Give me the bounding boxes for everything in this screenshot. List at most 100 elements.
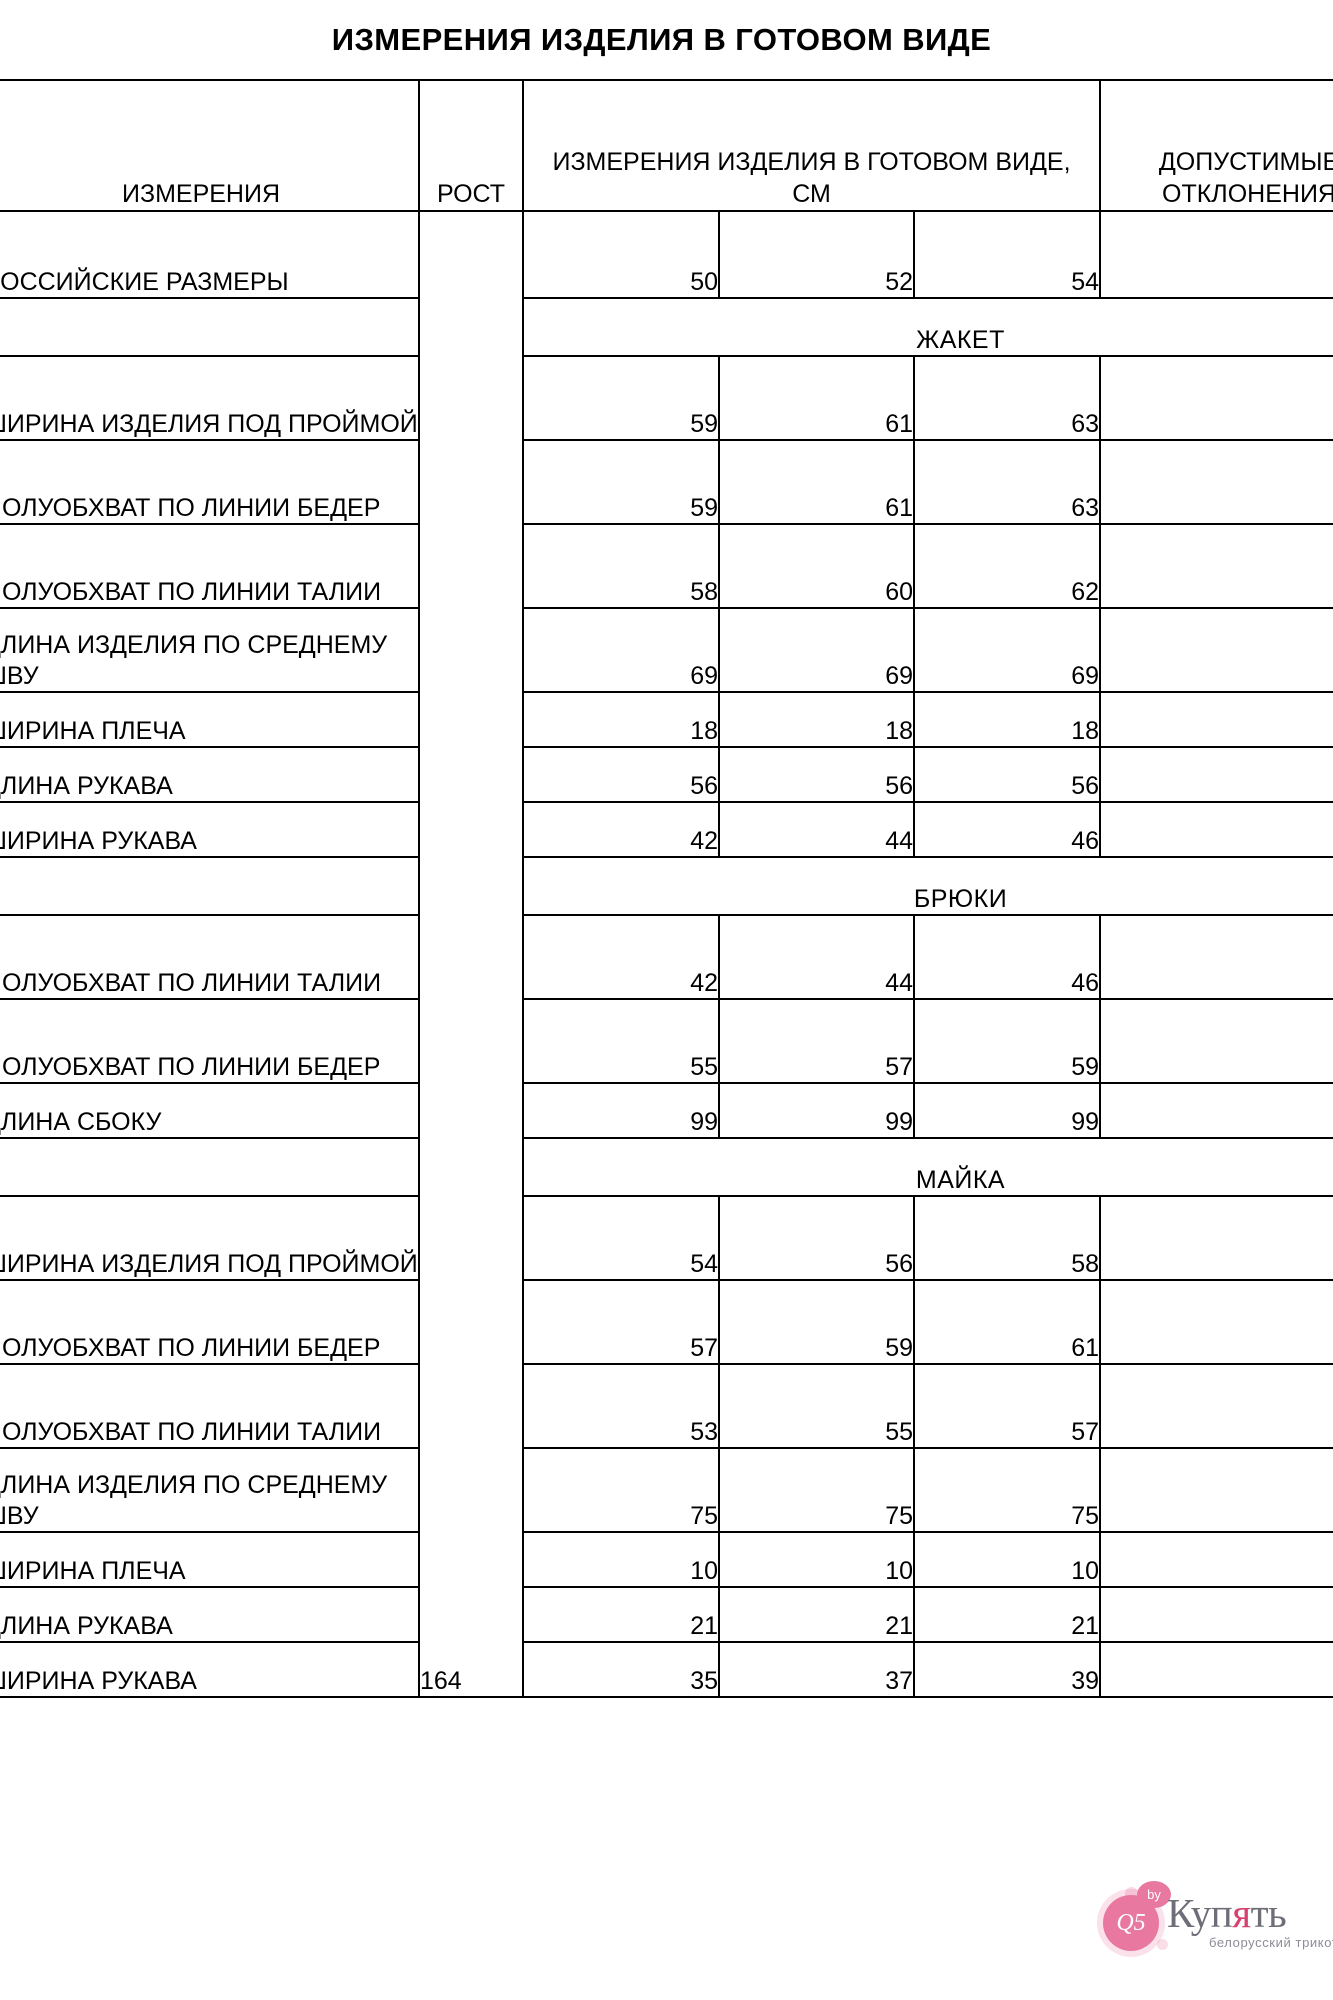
- table-row: ПОЛУОБХВАТ ПО ЛИНИИ БЕДЕР 5557590,5: [0, 998, 1333, 1084]
- table-row: ШИРИНА ИЗДЕЛИЯ ПОД ПРОЙМОЙ 5961630,5: [0, 355, 1333, 441]
- cell-deviation: 0,5: [1099, 523, 1333, 609]
- watermark-brand: Купять: [1167, 1889, 1287, 1937]
- cell-value-3: 62: [912, 523, 1102, 609]
- section-banner-row: БРЮКИ: [0, 856, 1333, 916]
- cell-value-3: 75: [912, 1447, 1102, 1533]
- cell-value-2: 75: [718, 1447, 915, 1533]
- cell-value-2: 18: [718, 691, 915, 748]
- table-row: ПОЛУОБХВАТ ПО ЛИНИИ ТАЛИИ 5860620,5: [0, 523, 1333, 609]
- table-row: ДЛИНА ИЗДЕЛИЯ ПО СРЕДНЕМУ ШВУ696969: [0, 607, 1333, 693]
- table-row: ШИРИНА ПЛЕЧА1818180,5: [0, 691, 1333, 748]
- row-label: ШИРИНА ИЗДЕЛИЯ ПОД ПРОЙМОЙ: [0, 355, 420, 441]
- header-measurements: ИЗМЕРЕНИЯ: [0, 79, 420, 212]
- table-row: ШИРИНА ПЛЕЧА1010100,5: [0, 1531, 1333, 1588]
- cell-value-1: 53: [522, 1363, 720, 1449]
- cell-deviation: 0,5: [1099, 1641, 1333, 1698]
- cell-value-1: 75: [522, 1447, 720, 1533]
- cell-value-3: 46: [912, 801, 1102, 858]
- cell-value-3: 39: [912, 1641, 1102, 1698]
- cell-value-1: 42: [522, 801, 720, 858]
- cell-value-3: 61: [912, 1279, 1102, 1365]
- table-row: ДЛИНА ИЗДЕЛИЯ ПО СРЕДНЕМУ ШВУ757575: [0, 1447, 1333, 1533]
- cell-deviation: 0,5: [1099, 801, 1333, 858]
- watermark-q5-mark: Q5: [1116, 1909, 1146, 1936]
- table-row: ДЛИНА СБОКУ 99 99 99: [0, 1082, 1333, 1139]
- cell-value-2: 44: [718, 914, 915, 1000]
- cell-deviation: 0,5: [1099, 1531, 1333, 1588]
- cell-value-2: 55: [718, 1363, 915, 1449]
- row-label: ДЛИНА ИЗДЕЛИЯ ПО СРЕДНЕМУ ШВУ: [0, 607, 420, 693]
- row-label: ШИРИНА ПЛЕЧА: [0, 691, 420, 748]
- row-label: ШИРИНА РУКАВА: [0, 801, 420, 858]
- cell-value-1: 55: [522, 998, 720, 1084]
- cell-value-1: 21: [522, 1586, 720, 1643]
- row-label: ПОЛУОБХВАТ ПО ЛИНИИ ТАЛИИ: [0, 523, 420, 609]
- header-finished-measurements: ИЗМЕРЕНИЯ ИЗДЕЛИЯ В ГОТОВОМ ВИДЕ, СМ: [521, 79, 1102, 212]
- cell-value-1: 18: [522, 691, 720, 748]
- row-label: ДЛИНА РУКАВА: [0, 746, 420, 803]
- cell-value-3: 10: [912, 1531, 1102, 1588]
- cell-value-2: 10: [718, 1531, 915, 1588]
- cell-value-3: 46: [912, 914, 1102, 1000]
- watermark-brand-accent: я: [1232, 1890, 1251, 1936]
- cell-deviation: 0,5: [1099, 998, 1333, 1084]
- cell-deviation: [1099, 1586, 1333, 1643]
- cell-deviation: [1099, 746, 1333, 803]
- cell-value-3: 63: [912, 355, 1102, 441]
- cell-value-1: 42: [522, 914, 720, 1000]
- cell-value-1: 56: [522, 746, 720, 803]
- cell-deviation: 0,5: [1099, 1195, 1333, 1281]
- cell-value-1: 57: [522, 1279, 720, 1365]
- cell-value-2: 57: [718, 998, 915, 1084]
- table-row: ПОЛУОБХВАТ ПО ЛИНИИ БЕДЕР 5759610,5: [0, 1279, 1333, 1365]
- cell-value-1: 69: [522, 607, 720, 693]
- table-row: ДЛИНА РУКАВА 56 56 56: [0, 746, 1333, 803]
- table-row: ПОЛУОБХВАТ ПО ЛИНИИ БЕДЕР 5961630,5: [0, 439, 1333, 525]
- header-allowed-deviation: ДОПУСТИМЫЕ ОТКЛОНЕНИЯ: [1099, 79, 1333, 212]
- table-row: ДЛИНА РУКАВА 21 21 21: [0, 1586, 1333, 1643]
- row-label: ШИРИНА РУКАВА: [0, 1641, 420, 1698]
- cell-deviation: [1099, 1447, 1333, 1533]
- cell-value-1: 59: [522, 439, 720, 525]
- cell-height-value: 164: [418, 210, 524, 1698]
- cell-size-2: 52: [718, 210, 915, 299]
- table-header-row: ИЗМЕРЕНИЯ РОСТ ИЗМЕРЕНИЯ ИЗДЕЛИЯ В ГОТОВОМ…: [0, 79, 1333, 212]
- cell-deviation: 0,5: [1099, 355, 1333, 441]
- measurements-table: ИЗМЕРЕНИЯ РОСТ ИЗМЕРЕНИЯ ИЗДЕЛИЯ В ГОТОВОМ…: [0, 79, 1333, 1698]
- watermark-brand-head: Куп: [1167, 1890, 1233, 1936]
- cell-value-2: 44: [718, 801, 915, 858]
- cell-value-2: 69: [718, 607, 915, 693]
- cell-size-3: 54: [912, 210, 1102, 299]
- row-label: ШИРИНА ПЛЕЧА: [0, 1531, 420, 1588]
- page-title: ИЗМЕРЕНИЯ ИЗДЕЛИЯ В ГОТОВОМ ВИДЕ: [331, 21, 992, 57]
- cell-value-2: 21: [718, 1586, 915, 1643]
- cell-deviation: 0,5: [1099, 691, 1333, 748]
- cell-deviation: [1099, 1082, 1333, 1139]
- table-row: ПОЛУОБХВАТ ПО ЛИНИИ ТАЛИИ 4244460,5: [0, 914, 1333, 1000]
- row-label: ДЛИНА ИЗДЕЛИЯ ПО СРЕДНЕМУ ШВУ: [0, 1447, 420, 1533]
- cell-value-3: 58: [912, 1195, 1102, 1281]
- cell-value-3: 21: [912, 1586, 1102, 1643]
- row-label: ПОЛУОБХВАТ ПО ЛИНИИ ТАЛИИ: [0, 1363, 420, 1449]
- section-title-0: ЖАКЕТ: [521, 297, 1333, 357]
- section-banner-row: МАЙКА: [0, 1137, 1333, 1197]
- cell-deviation-sizes: [1099, 210, 1333, 299]
- table-row: ПОЛУОБХВАТ ПО ЛИНИИ ТАЛИИ 5355570,5: [0, 1363, 1333, 1449]
- section-banner-spacer-label: [0, 297, 420, 357]
- cell-value-1: 10: [522, 1531, 720, 1588]
- row-label: ПОЛУОБХВАТ ПО ЛИНИИ ТАЛИИ: [0, 914, 420, 1000]
- cell-value-2: 56: [718, 1195, 915, 1281]
- cell-deviation: 0,5: [1099, 1279, 1333, 1365]
- cell-value-2: 61: [718, 355, 915, 441]
- table-row: ШИРИНА ИЗДЕЛИЯ ПОД ПРОЙМОЙ 5456580,5: [0, 1195, 1333, 1281]
- row-label: ПОЛУОБХВАТ ПО ЛИНИИ БЕДЕР: [0, 998, 420, 1084]
- cell-value-1: 35: [522, 1641, 720, 1698]
- measurements-table-wrapper: ИЗМЕРЕНИЯ РОСТ ИЗМЕРЕНИЯ ИЗДЕЛИЯ В ГОТОВОМ…: [0, 79, 1333, 1698]
- cell-value-1: 99: [522, 1082, 720, 1139]
- cell-value-1: 58: [522, 523, 720, 609]
- cell-value-3: 69: [912, 607, 1102, 693]
- watermark-brand-tail: ть: [1250, 1890, 1287, 1936]
- cell-deviation: 0,5: [1099, 439, 1333, 525]
- row-label: ПОЛУОБХВАТ ПО ЛИНИИ БЕДЕР: [0, 1279, 420, 1365]
- cell-value-3: 63: [912, 439, 1102, 525]
